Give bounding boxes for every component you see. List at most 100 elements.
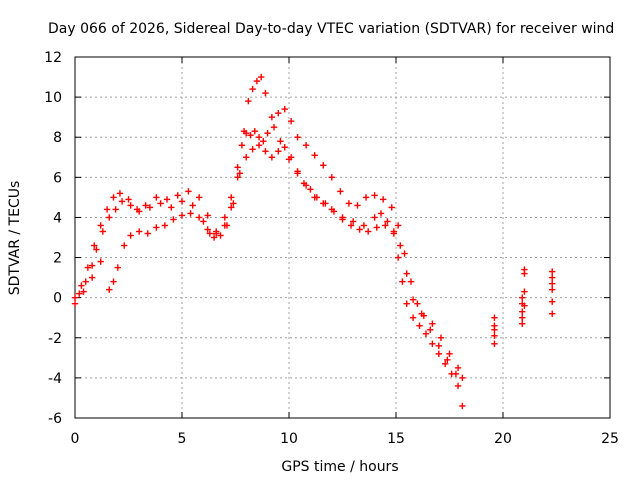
data-point [168, 204, 175, 211]
data-point [521, 288, 528, 295]
data-point [356, 226, 363, 233]
data-point [409, 296, 417, 303]
y-tick-label: 12 [44, 50, 62, 66]
data-point [330, 208, 338, 215]
data-point [163, 196, 171, 203]
data-point [236, 170, 243, 177]
data-point [350, 218, 357, 225]
data-point [217, 232, 224, 239]
data-point [429, 340, 436, 347]
data-point [88, 262, 96, 269]
data-point [127, 232, 134, 239]
x-axis-label: GPS time / hours [281, 459, 398, 475]
data-point [112, 206, 119, 213]
data-point [268, 113, 276, 121]
data-point [234, 174, 241, 181]
data-point [414, 300, 421, 307]
data-point [320, 162, 327, 169]
data-point [195, 214, 203, 221]
data-point [238, 142, 246, 149]
data-point [397, 242, 404, 249]
y-tick-label: -6 [48, 411, 62, 427]
data-point [189, 202, 196, 209]
data-point [78, 282, 85, 289]
data-point [221, 214, 228, 221]
data-point [97, 258, 104, 265]
data-point [230, 200, 237, 207]
data-point [243, 154, 250, 161]
data-point [371, 214, 378, 221]
data-point [360, 222, 368, 229]
data-point [379, 196, 387, 203]
x-tick-label: 10 [280, 431, 298, 447]
data-point [157, 200, 164, 207]
data-point [247, 132, 254, 139]
data-point [275, 109, 282, 117]
data-point [459, 374, 466, 382]
data-point [174, 192, 181, 199]
data-point [268, 154, 276, 161]
data-point [253, 77, 261, 85]
data-point [80, 288, 87, 295]
data-point [322, 200, 329, 207]
data-point [277, 138, 284, 145]
data-point [185, 188, 192, 195]
y-tick-label: -2 [48, 331, 62, 347]
data-point [384, 218, 391, 225]
data-point [416, 322, 423, 329]
data-point [88, 274, 96, 281]
data-point [403, 270, 410, 277]
data-point [91, 242, 98, 249]
data-point [287, 117, 295, 125]
data-point [127, 202, 134, 209]
data-point [399, 278, 406, 285]
data-point [270, 123, 278, 131]
chart-title: Day 066 of 2026, Sidereal Day-to-day VTE… [48, 21, 614, 37]
data-point [133, 206, 141, 213]
data-point [116, 190, 124, 197]
x-tick-label: 5 [178, 431, 187, 447]
data-point [454, 364, 462, 372]
data-point [362, 194, 370, 201]
data-point [106, 286, 113, 293]
data-point [373, 224, 380, 231]
y-tick-label: 2 [53, 251, 62, 267]
data-point [245, 97, 252, 105]
data-point [187, 210, 194, 217]
x-tick-label: 0 [71, 431, 80, 447]
data-point [401, 250, 408, 257]
data-point [281, 105, 288, 113]
data-point [228, 204, 235, 211]
data-point [388, 204, 395, 211]
data-point [281, 144, 288, 151]
data-point [223, 222, 231, 229]
data-point [435, 342, 442, 349]
y-tick-label: 10 [44, 90, 62, 106]
data-point [144, 230, 151, 237]
data-point [82, 278, 89, 285]
data-point [394, 254, 402, 261]
data-point [260, 138, 267, 145]
y-tick-label: 8 [53, 130, 62, 146]
data-point [118, 198, 126, 205]
data-point [206, 230, 214, 237]
data-point [170, 216, 177, 223]
y-tick-label: 6 [53, 170, 62, 186]
data-point [287, 154, 295, 161]
y-axis-label: SDTVAR / TECUs [7, 181, 23, 296]
data-point [364, 228, 372, 235]
y-tick-label: 4 [53, 210, 62, 226]
data-point [110, 278, 117, 285]
data-point [71, 294, 79, 301]
data-point [294, 134, 301, 141]
data-point [549, 310, 556, 317]
data-point [210, 234, 218, 241]
data-point [403, 300, 410, 307]
data-point [519, 314, 526, 321]
data-point [93, 246, 100, 253]
data-point [106, 214, 113, 221]
data-point [275, 148, 282, 155]
data-point [262, 148, 269, 155]
data-point [84, 264, 92, 271]
data-point [234, 164, 241, 171]
